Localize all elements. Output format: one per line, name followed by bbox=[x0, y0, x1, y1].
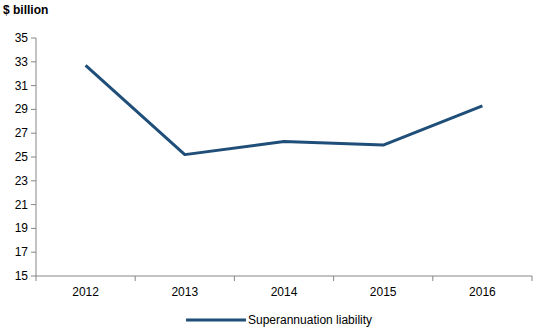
legend-swatch bbox=[186, 319, 246, 322]
y-tick-label: 31 bbox=[15, 79, 29, 93]
x-tick-label: 2015 bbox=[370, 285, 397, 299]
y-axis-label: $ billion bbox=[3, 3, 48, 17]
y-tick bbox=[31, 157, 36, 158]
x-tick bbox=[36, 276, 37, 281]
x-tick-label: 2016 bbox=[469, 285, 496, 299]
plot-area bbox=[86, 65, 483, 154]
y-tick bbox=[31, 252, 36, 253]
y-tick-label: 17 bbox=[15, 245, 29, 259]
y-tick bbox=[31, 109, 36, 110]
x-tick bbox=[135, 276, 136, 281]
y-tick bbox=[31, 38, 36, 39]
x-axis-line bbox=[36, 276, 532, 277]
y-tick-label: 15 bbox=[15, 269, 29, 283]
y-tick bbox=[31, 85, 36, 86]
y-tick-label: 21 bbox=[15, 198, 29, 212]
series-line bbox=[86, 65, 483, 154]
y-tick-label: 25 bbox=[15, 150, 29, 164]
x-tick-label: 2012 bbox=[72, 285, 99, 299]
chart-svg: 15 17 19 21 23 25 27 29 31 33 35 2012 2013 2014 2015 20… bbox=[0, 0, 555, 332]
y-tick bbox=[31, 180, 36, 181]
y-tick bbox=[31, 133, 36, 134]
y-tick-label: 23 bbox=[15, 174, 29, 188]
legend-label: Superannuation liability bbox=[248, 313, 372, 327]
x-tick bbox=[532, 276, 533, 281]
x-tick-label: 2014 bbox=[271, 285, 298, 299]
x-tick bbox=[234, 276, 235, 281]
y-tick-label: 33 bbox=[15, 55, 29, 69]
y-tick-label: 29 bbox=[15, 102, 29, 116]
x-tick-label: 2013 bbox=[171, 285, 198, 299]
x-tick bbox=[333, 276, 334, 281]
y-tick-label: 35 bbox=[15, 31, 29, 45]
y-tick bbox=[31, 204, 36, 205]
y-tick bbox=[31, 61, 36, 62]
x-tick bbox=[432, 276, 433, 281]
chart-container: 15 17 19 21 23 25 27 29 31 33 35 2012 2013 2014 2015 20… bbox=[0, 0, 555, 332]
y-tick bbox=[31, 228, 36, 229]
y-tick-label: 19 bbox=[15, 221, 29, 235]
y-tick bbox=[31, 276, 36, 277]
y-tick-label: 27 bbox=[15, 126, 29, 140]
